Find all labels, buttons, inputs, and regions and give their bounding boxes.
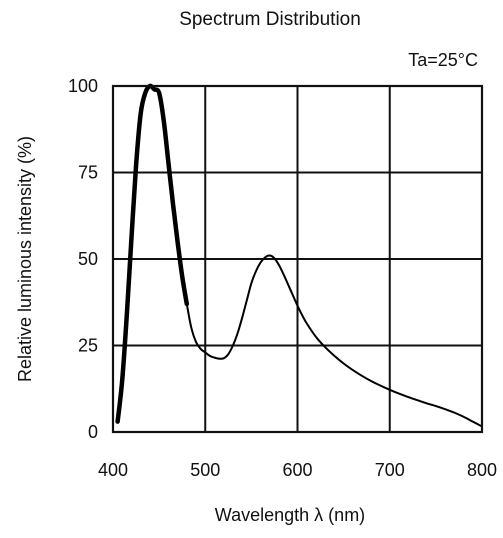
y-axis-label: Relative luminous intensity (%) [15,136,35,382]
x-tick-label-600: 600 [282,460,312,480]
x-tick-label-500: 500 [190,460,220,480]
tick-label-layer: 400 500 600 700 800 0 25 50 75 100 [68,76,497,480]
spectrum-peak-highlight [115,83,190,424]
y-tick-label-75: 75 [78,163,98,183]
y-tick-label-100: 100 [68,76,98,96]
y-tick-label-50: 50 [78,249,98,269]
chart-title: Spectrum Distribution [179,9,361,30]
y-tick-label-0: 0 [88,422,98,442]
curve-layer [115,83,483,428]
condition-label: Ta=25°C [408,50,478,70]
x-tick-label-400: 400 [98,460,128,480]
plot-frame [111,84,484,434]
x-axis-label: Wavelength λ (nm) [215,505,365,525]
x-tick-label-800: 800 [467,460,497,480]
y-tick-label-25: 25 [78,336,98,356]
grid-layer [113,86,482,432]
x-tick-label-700: 700 [375,460,405,480]
spectrum-curve [116,84,483,428]
